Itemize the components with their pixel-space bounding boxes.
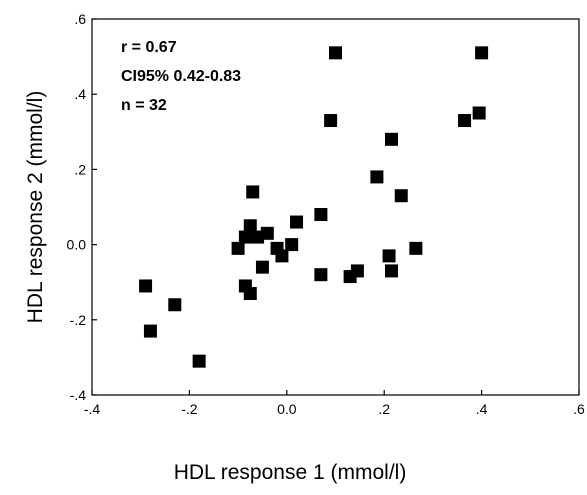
x-tick-label: .6 <box>573 401 585 417</box>
plot-frame <box>91 18 580 396</box>
scatter-point <box>246 185 260 199</box>
scatter-point <box>394 189 408 203</box>
scatter-point <box>285 238 299 252</box>
scatter-point <box>139 279 153 293</box>
x-tick-label: -.4 <box>84 401 101 417</box>
y-tick-label: .2 <box>74 161 86 177</box>
y-tick-label: -.4 <box>70 387 87 403</box>
scatter-point <box>231 241 245 255</box>
scatter-point <box>370 170 384 184</box>
scatter-point <box>275 249 289 263</box>
scatter-point <box>243 286 257 300</box>
y-tick-label: .6 <box>74 11 86 27</box>
x-axis-title: HDL response 1 (mmol/l) <box>174 461 407 484</box>
annotation-line-ci: CI95% 0.42-0.83 <box>121 68 241 85</box>
scatter-point <box>243 219 257 233</box>
x-tick-label: 0.0 <box>277 401 297 417</box>
scatter-point <box>314 208 328 222</box>
scatter-point <box>255 260 269 274</box>
annotation-line-r: r = 0.67 <box>121 39 177 56</box>
scatter-point <box>329 46 342 60</box>
scatter-point <box>238 230 252 244</box>
scatter-point <box>409 241 423 255</box>
scatter-point <box>143 324 157 338</box>
y-axis-title: HDL response 2 (mmol/l) <box>24 91 47 324</box>
scatter-point <box>472 106 486 120</box>
scatter-point <box>385 132 399 146</box>
scatter-point <box>350 264 364 278</box>
scatter-point <box>324 114 338 128</box>
scatter-point <box>260 226 274 240</box>
annotation-line-n: n = 32 <box>121 97 167 114</box>
scatter-point <box>192 354 206 368</box>
scatter-point <box>385 264 399 278</box>
data-points <box>139 46 489 368</box>
scatter-point <box>382 249 396 263</box>
x-tick-label: -.2 <box>181 401 198 417</box>
scatter-point <box>168 298 182 312</box>
x-tick-label: .4 <box>476 401 488 417</box>
y-tick-label: .4 <box>74 86 86 102</box>
scatter-point <box>458 114 472 128</box>
scatter-point <box>290 215 304 229</box>
stats-annotation: r = 0.67 CI95% 0.42-0.83 n = 32 <box>121 39 241 114</box>
x-tick-label: .2 <box>378 401 390 417</box>
scatter-point <box>475 46 489 60</box>
scatter-point <box>314 268 328 282</box>
y-tick-label: -.2 <box>70 312 87 328</box>
y-tick-label: 0.0 <box>67 237 87 253</box>
axis-ticks: -.4 -.2 0.0 .2 .4 .6 -.4 -.2 0.0 .2 .4 .6 <box>67 11 586 417</box>
